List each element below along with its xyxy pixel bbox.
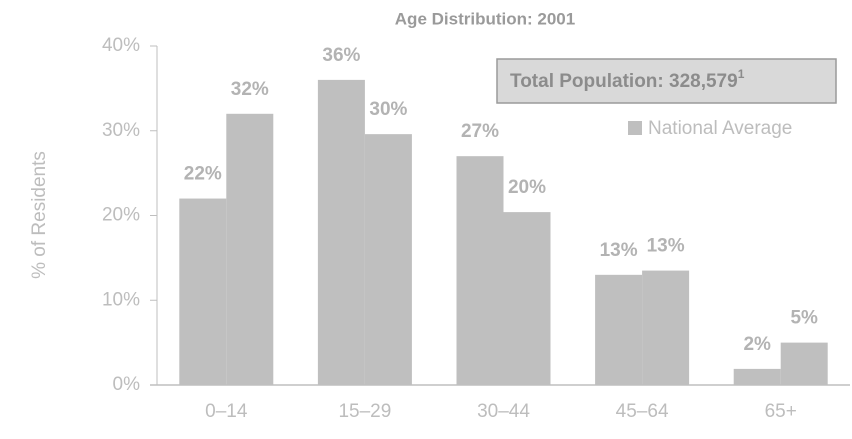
y-tick-label: 40% [102,35,140,56]
y-tick-label: 10% [102,289,140,310]
bar [456,156,504,385]
legend-swatch [628,121,642,135]
x-tick-label: 30–44 [477,401,530,422]
bar [780,342,828,385]
bar [364,134,412,385]
data-label: 36% [322,45,360,66]
x-tick-label: 15–29 [338,401,391,422]
data-label: 27% [461,121,499,142]
bar [226,113,274,386]
chart-title: Age Distribution: 2001 [395,9,575,28]
annotation-text: Total Population: 328,579 [510,71,738,92]
data-label: 30% [369,99,407,120]
bar [317,79,365,386]
data-label: 13% [647,236,685,257]
bar [733,368,781,385]
data-label: 13% [600,240,638,261]
annotation-box [496,58,837,104]
x-tick-label: 45–64 [616,401,669,422]
bar [595,274,643,385]
bar [503,212,551,385]
y-tick-label: 20% [102,205,140,226]
y-axis-label: % of Residents [29,151,50,279]
bar [179,198,227,385]
legend-label: National Average [648,118,792,139]
x-tick-label: 65+ [765,401,797,422]
data-label: 32% [231,79,269,100]
data-label: 5% [790,308,818,329]
bar [642,270,690,385]
y-tick-label: 30% [102,120,140,141]
data-label: 2% [743,334,771,355]
data-label: 20% [508,177,546,198]
data-label: 22% [184,164,222,185]
annotation: Total Population: 328,5791 [510,67,745,92]
x-tick-label: 0–14 [205,401,248,422]
y-tick-label: 0% [113,374,141,395]
annotation-footnote: 1 [738,67,745,81]
